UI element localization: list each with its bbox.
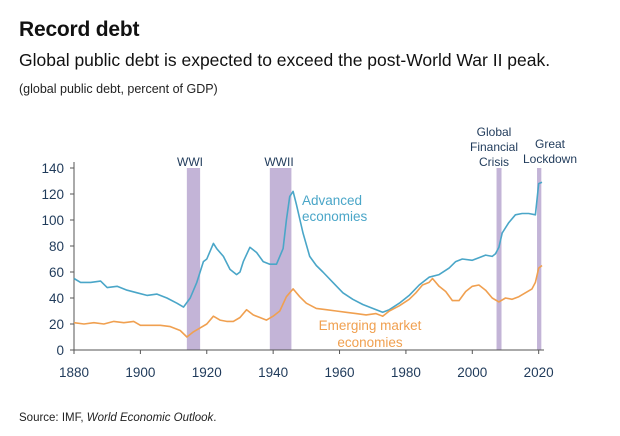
- series-label-advanced-economies-1: economies: [302, 209, 368, 224]
- shaded-period-great-lockdown: [537, 168, 542, 350]
- source-suffix: .: [213, 412, 217, 424]
- x-tick-label-2020: 2020: [524, 365, 554, 380]
- series-line-advanced-economies: [73, 181, 543, 314]
- shaded-period-global-financial-crisis: [496, 168, 502, 350]
- units-note: (global public debt, percent of GDP): [19, 82, 218, 96]
- y-tick-label-140: 140: [41, 161, 64, 176]
- x-tick-label-1960: 1960: [325, 365, 355, 380]
- source-publication: World Economic Outlook: [86, 412, 214, 424]
- y-tick-label-20: 20: [49, 317, 64, 332]
- period-label-global-financial-crisis-1: Financial: [470, 140, 518, 154]
- x-tick-label-1980: 1980: [391, 365, 421, 380]
- shaded-period-wwi: [186, 168, 201, 350]
- period-label-great-lockdown-0: Great: [535, 137, 566, 151]
- series-line-emerging-market-economies: [73, 264, 543, 338]
- series-label-advanced-economies-0: Advanced: [302, 193, 362, 208]
- y-tick-label-120: 120: [41, 187, 64, 202]
- x-tick-label-1940: 1940: [258, 365, 288, 380]
- shaded-periods: [186, 168, 542, 350]
- chart-subtitle: Global public debt is expected to exceed…: [19, 50, 551, 70]
- series-label-emerging-market-economies-0: Emerging market: [319, 318, 422, 333]
- chart-series: [73, 181, 543, 338]
- source-note: Source: IMF, World Economic Outlook.: [19, 412, 217, 424]
- y-tick-label-40: 40: [49, 291, 64, 306]
- y-tick-label-0: 0: [56, 343, 64, 358]
- period-label-global-financial-crisis-2: Crisis: [479, 155, 509, 169]
- y-tick-label-100: 100: [41, 213, 64, 228]
- period-label-wwi-0: WWI: [177, 155, 203, 169]
- x-tick-label-1920: 1920: [192, 365, 222, 380]
- y-tick-label-80: 80: [49, 239, 64, 254]
- period-label-wwii-0: WWII: [264, 155, 293, 169]
- series-label-emerging-market-economies-1: economies: [337, 335, 403, 350]
- chart-axes: 0 20 40 60 80 100 120 140 1880 1900 1920 1940 1960 19…: [41, 161, 553, 380]
- x-tick-label-1880: 1880: [59, 365, 89, 380]
- x-tick-label-2000: 2000: [457, 365, 487, 380]
- x-tick-label-1900: 1900: [125, 365, 155, 380]
- period-label-global-financial-crisis-0: Global: [477, 125, 512, 139]
- chart-title: Record debt: [19, 18, 140, 41]
- shaded-period-wwii: [269, 168, 292, 350]
- y-tick-label-60: 60: [49, 265, 64, 280]
- period-label-great-lockdown-1: Lockdown: [523, 152, 577, 166]
- source-prefix: Source: IMF,: [19, 412, 87, 424]
